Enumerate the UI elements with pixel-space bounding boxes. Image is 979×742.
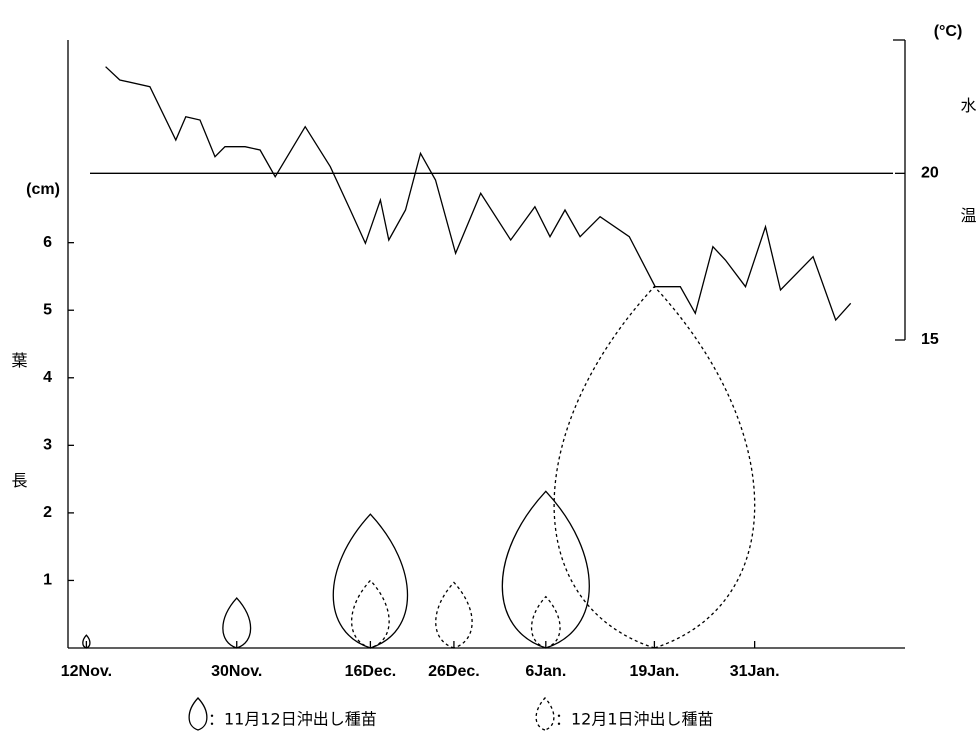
legend-icon xyxy=(536,698,554,730)
legend-label: ：12月1日沖出し種苗 xyxy=(555,710,714,729)
x-tick-label: 26Dec. xyxy=(428,663,480,680)
y-tick-label: 1 xyxy=(43,572,52,589)
page: (cm) (°C) 葉長 水温 12Nov. 30Nov. 16Dec. 26Dec.… xyxy=(0,0,979,742)
y-unit: (cm) xyxy=(26,181,60,198)
x-tick-label: 30Nov. xyxy=(211,663,262,680)
y-tick-label: 2 xyxy=(43,504,52,521)
y2-tick-label: 15 xyxy=(921,331,939,348)
y-axis-title: 葉長 xyxy=(9,352,28,592)
chart: (cm) (°C) 葉長 水温 12Nov. 30Nov. 16Dec. 26Dec.… xyxy=(0,0,979,742)
temperature-line xyxy=(106,67,851,320)
y2-tick-label: 20 xyxy=(921,165,939,182)
x-tick-label: 31Jan. xyxy=(730,663,780,680)
leaf xyxy=(436,582,472,648)
y-tick-label: 6 xyxy=(43,234,52,251)
leaf xyxy=(554,287,755,648)
x-tick-label: 12Nov. xyxy=(61,663,112,680)
y-tick-label: 3 xyxy=(43,437,52,454)
y-tick-label: 5 xyxy=(43,301,52,318)
y2-axis-title: 水温 xyxy=(958,97,977,317)
leaf xyxy=(532,597,560,648)
legend-label: ：11月12日沖出し種苗 xyxy=(208,710,377,729)
leaf xyxy=(502,491,589,648)
x-tick-label: 16Dec. xyxy=(345,663,397,680)
x-tick-label: 6Jan. xyxy=(525,663,566,680)
y-tick-label: 4 xyxy=(43,369,52,386)
x-tick-label: 19Jan. xyxy=(629,663,679,680)
y2-unit: (°C) xyxy=(934,23,963,40)
leaf xyxy=(223,598,251,648)
leaf xyxy=(352,580,389,648)
legend-icon xyxy=(189,698,207,730)
